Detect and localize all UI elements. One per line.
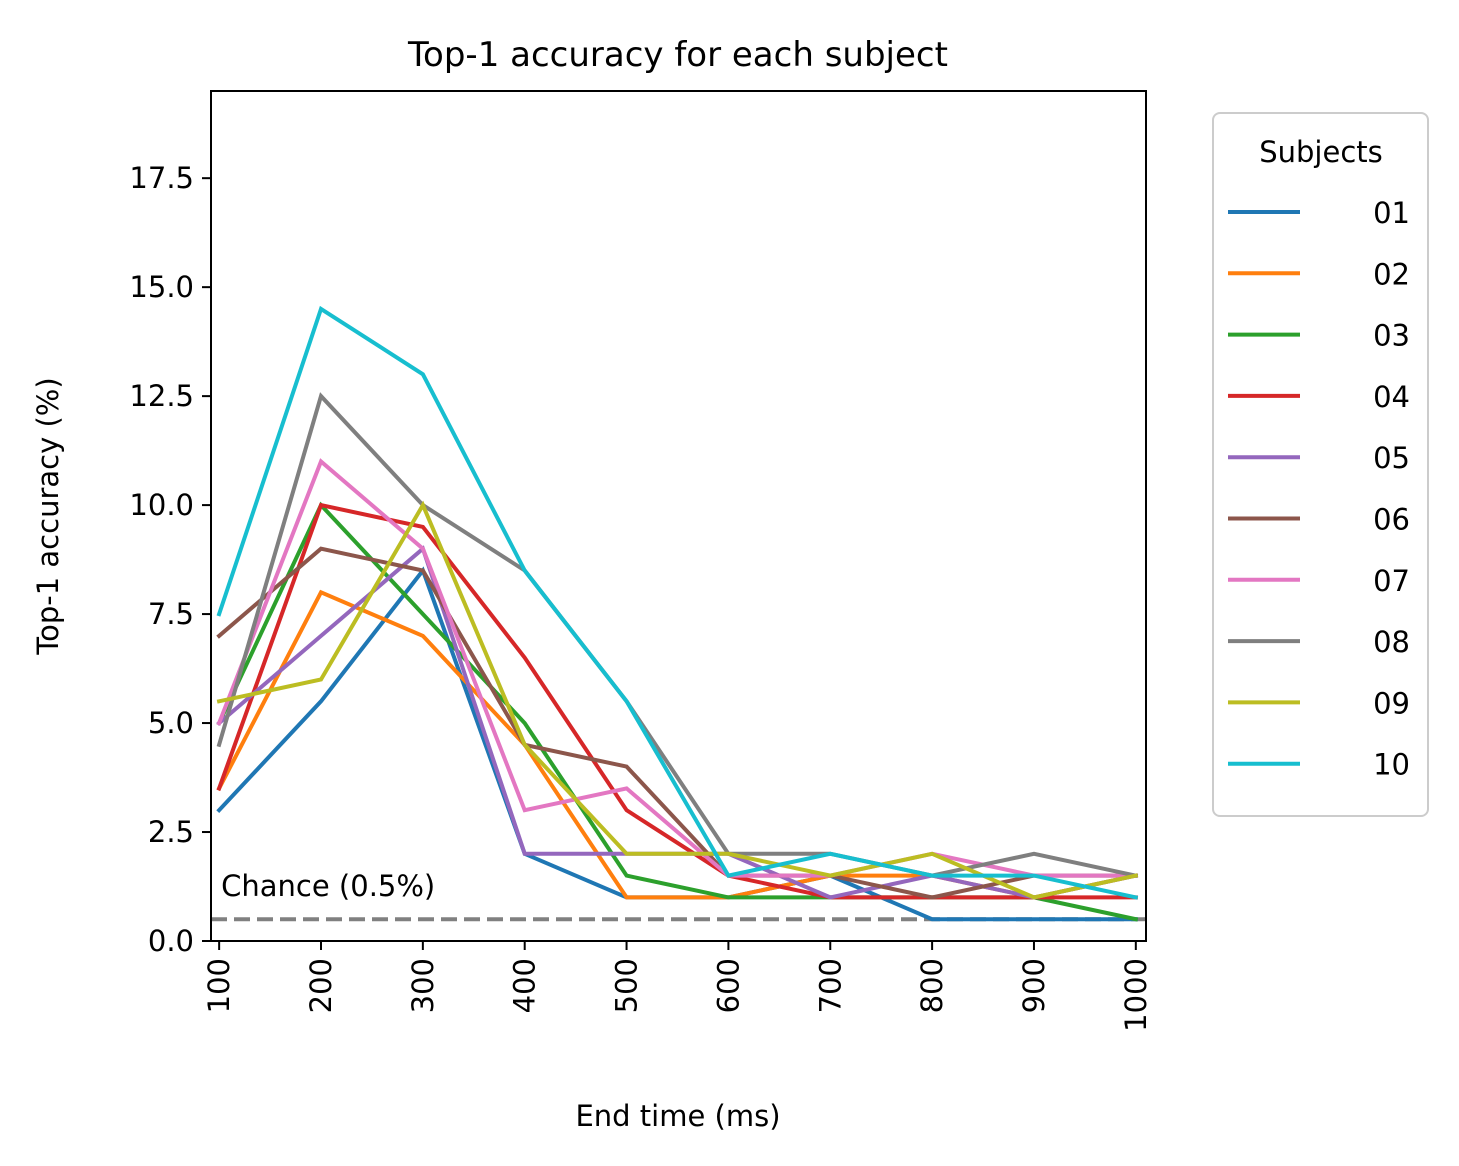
axes-frame	[210, 90, 1147, 942]
series-line-06	[216, 546, 1138, 900]
x-tick-label: 1000	[1119, 958, 1153, 1032]
series-line-04	[216, 502, 1138, 900]
x-tick-label: 100	[202, 958, 236, 1013]
series-line-08	[216, 392, 1139, 878]
y-tick-label: 15.0	[129, 270, 194, 304]
series-line-09	[216, 500, 1139, 900]
series-group	[211, 305, 1146, 922]
legend-label-08: 08	[1373, 625, 1410, 659]
chance-label: Chance (0.5%)	[221, 869, 435, 903]
legend-label-09: 09	[1373, 686, 1410, 720]
series-line-03	[216, 501, 1139, 922]
series-line-02	[216, 589, 1139, 900]
x-tick-label: 400	[508, 958, 542, 1013]
x-tick-label: 500	[610, 958, 644, 1013]
chart-title: Top-1 accuracy for each subject	[407, 35, 948, 75]
y-tick-label: 0.0	[148, 924, 194, 958]
series-line-07	[216, 458, 1138, 878]
x-tick-label: 200	[304, 958, 338, 1013]
x-axis-label: End time (ms)	[575, 1099, 780, 1133]
legend-label-03: 03	[1373, 319, 1410, 353]
legend-title: Subjects	[1259, 135, 1383, 169]
y-tick-label: 7.5	[148, 597, 194, 631]
plot-area: Chance (0.5%) 0.0 2.5 5.0 7.5 10.0 12.5 15.0 17.…	[129, 90, 1153, 1032]
legend-label-06: 06	[1373, 503, 1410, 537]
legend-label-02: 02	[1373, 257, 1410, 291]
series-line-10	[216, 305, 1139, 900]
y-tick-label: 2.5	[148, 815, 194, 849]
y-tick-label: 17.5	[129, 161, 194, 195]
x-tick-label: 800	[915, 958, 949, 1013]
x-tick-label: 300	[406, 958, 440, 1013]
legend-label-10: 10	[1373, 748, 1410, 782]
y-tick-label: 10.0	[129, 488, 194, 522]
legend-label-01: 01	[1373, 196, 1410, 230]
legend-label-04: 04	[1373, 380, 1410, 414]
y-axis-label: Top-1 accuracy (%)	[31, 377, 65, 655]
y-tick-label: 12.5	[129, 379, 194, 413]
legend-label-05: 05	[1373, 441, 1410, 475]
x-tick-label: 900	[1017, 958, 1051, 1013]
legend: Subjects 01 02 03 04 05 06 07 08 09 10	[1212, 112, 1429, 817]
legend-label-07: 07	[1373, 564, 1410, 598]
x-tick-label: 700	[813, 958, 847, 1013]
x-tick-label: 600	[711, 958, 745, 1013]
y-tick-label: 5.0	[148, 706, 194, 740]
